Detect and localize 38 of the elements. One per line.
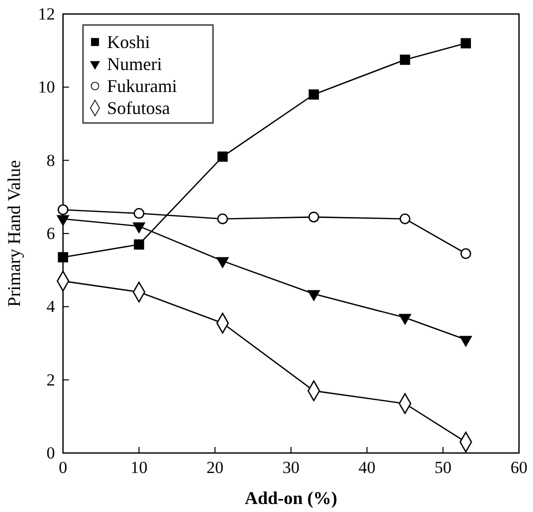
x-tick-label: 10 [130, 458, 148, 478]
y-tick-label: 8 [46, 150, 55, 170]
y-tick-label: 0 [46, 443, 55, 462]
point [400, 54, 410, 65]
y-tick-label: 2 [46, 370, 55, 390]
point [216, 257, 229, 268]
x-tick-label: 30 [282, 458, 300, 478]
y-tick-label: 6 [46, 224, 55, 243]
point [58, 252, 68, 262]
point [56, 215, 70, 226]
point [460, 336, 472, 346]
y-tick-label: 12 [38, 4, 55, 24]
legend-label: Fukurami [107, 76, 177, 96]
y-tick-label: 10 [38, 78, 55, 97]
y-tick-label: 4 [46, 297, 56, 316]
point [398, 314, 412, 324]
point [308, 89, 319, 100]
point [308, 212, 320, 222]
point [134, 208, 144, 219]
legend-label: Koshi [107, 32, 150, 52]
point [460, 38, 471, 48]
x-tick-label: 40 [358, 458, 376, 478]
point [58, 204, 68, 216]
y-axis-title: Primary Hand Value [4, 160, 24, 307]
x-tick-label: 50 [434, 458, 452, 478]
point [217, 152, 228, 162]
x-tick-label: 0 [58, 458, 68, 478]
point [217, 214, 228, 224]
legend-label: Sofutosa [107, 98, 170, 118]
x-tick-label: 60 [510, 458, 528, 478]
legend-label: Numeri [107, 54, 162, 74]
point [132, 222, 146, 234]
point [134, 239, 144, 250]
point [308, 290, 320, 301]
point [400, 214, 410, 224]
point [460, 248, 472, 259]
x-tick-label: 20 [206, 458, 224, 478]
x-axis-title: Add-on (%) [244, 488, 338, 508]
